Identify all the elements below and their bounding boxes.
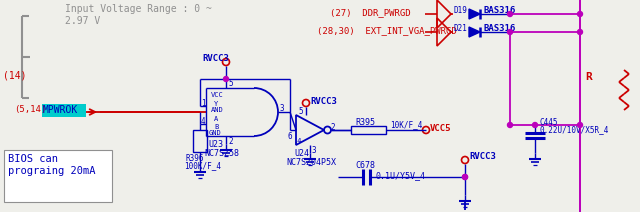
Text: R396: R396 xyxy=(186,154,205,163)
Text: RVCC3: RVCC3 xyxy=(202,54,229,63)
Circle shape xyxy=(463,174,467,180)
Circle shape xyxy=(577,123,582,127)
FancyBboxPatch shape xyxy=(4,150,112,202)
Text: 1: 1 xyxy=(201,99,205,108)
Text: 0.1U/Y5V_4: 0.1U/Y5V_4 xyxy=(375,171,425,180)
Text: 100K/F_4: 100K/F_4 xyxy=(184,161,221,170)
FancyBboxPatch shape xyxy=(42,104,86,117)
Text: A: A xyxy=(214,116,218,122)
Text: RVCC3: RVCC3 xyxy=(469,152,496,161)
Text: (5,14): (5,14) xyxy=(14,105,46,114)
Text: R395: R395 xyxy=(355,118,375,127)
Circle shape xyxy=(532,123,538,127)
Polygon shape xyxy=(469,9,480,19)
Circle shape xyxy=(577,11,582,17)
Text: 6: 6 xyxy=(288,132,292,141)
Circle shape xyxy=(463,174,467,180)
Text: (14): (14) xyxy=(3,70,26,80)
Text: 0.22U/10V/X5R_4: 0.22U/10V/X5R_4 xyxy=(540,125,609,134)
Text: 3: 3 xyxy=(280,104,285,113)
Circle shape xyxy=(577,29,582,35)
Text: 4: 4 xyxy=(201,117,205,126)
FancyBboxPatch shape xyxy=(193,130,207,152)
Text: BAS316: BAS316 xyxy=(484,24,516,33)
Text: Input Voltage Range : 0 ~
2.97 V: Input Voltage Range : 0 ~ 2.97 V xyxy=(65,4,212,26)
Text: AND: AND xyxy=(211,107,224,113)
Text: D21: D21 xyxy=(453,24,467,33)
Polygon shape xyxy=(469,27,480,37)
Text: VCC: VCC xyxy=(211,92,224,98)
Text: (28,30)  EXT_INT_VGA_PWRGD: (28,30) EXT_INT_VGA_PWRGD xyxy=(317,26,457,35)
Text: Y: Y xyxy=(214,101,218,107)
Circle shape xyxy=(508,11,513,17)
Text: 5: 5 xyxy=(228,79,232,88)
Text: 2: 2 xyxy=(330,123,335,132)
Text: GND: GND xyxy=(209,130,221,136)
Text: .4: .4 xyxy=(293,138,301,144)
Circle shape xyxy=(223,77,228,81)
Text: D19: D19 xyxy=(453,6,467,15)
Text: (27)  DDR_PWRGD: (27) DDR_PWRGD xyxy=(330,8,411,17)
Text: BIOS can
prograing 20mA: BIOS can prograing 20mA xyxy=(8,154,95,176)
Text: NC7SZ04P5X: NC7SZ04P5X xyxy=(286,158,336,167)
Text: 2: 2 xyxy=(228,137,232,146)
Text: NC7SZ58: NC7SZ58 xyxy=(204,149,239,158)
Text: 10K/F_4: 10K/F_4 xyxy=(390,120,422,129)
Text: 3: 3 xyxy=(312,146,317,155)
Circle shape xyxy=(508,29,513,35)
Text: U24: U24 xyxy=(294,149,309,158)
Text: C445: C445 xyxy=(540,118,559,127)
Text: MPWROK: MPWROK xyxy=(43,105,78,115)
Text: C678: C678 xyxy=(355,161,375,170)
Circle shape xyxy=(508,123,513,127)
Text: BAS316: BAS316 xyxy=(484,6,516,15)
Text: RVCC3: RVCC3 xyxy=(310,97,337,106)
Text: U23: U23 xyxy=(208,140,223,149)
Text: 5: 5 xyxy=(298,107,303,116)
FancyBboxPatch shape xyxy=(351,126,386,134)
Text: R: R xyxy=(585,72,592,82)
Text: B: B xyxy=(214,124,218,130)
Text: VCC5: VCC5 xyxy=(430,124,451,133)
